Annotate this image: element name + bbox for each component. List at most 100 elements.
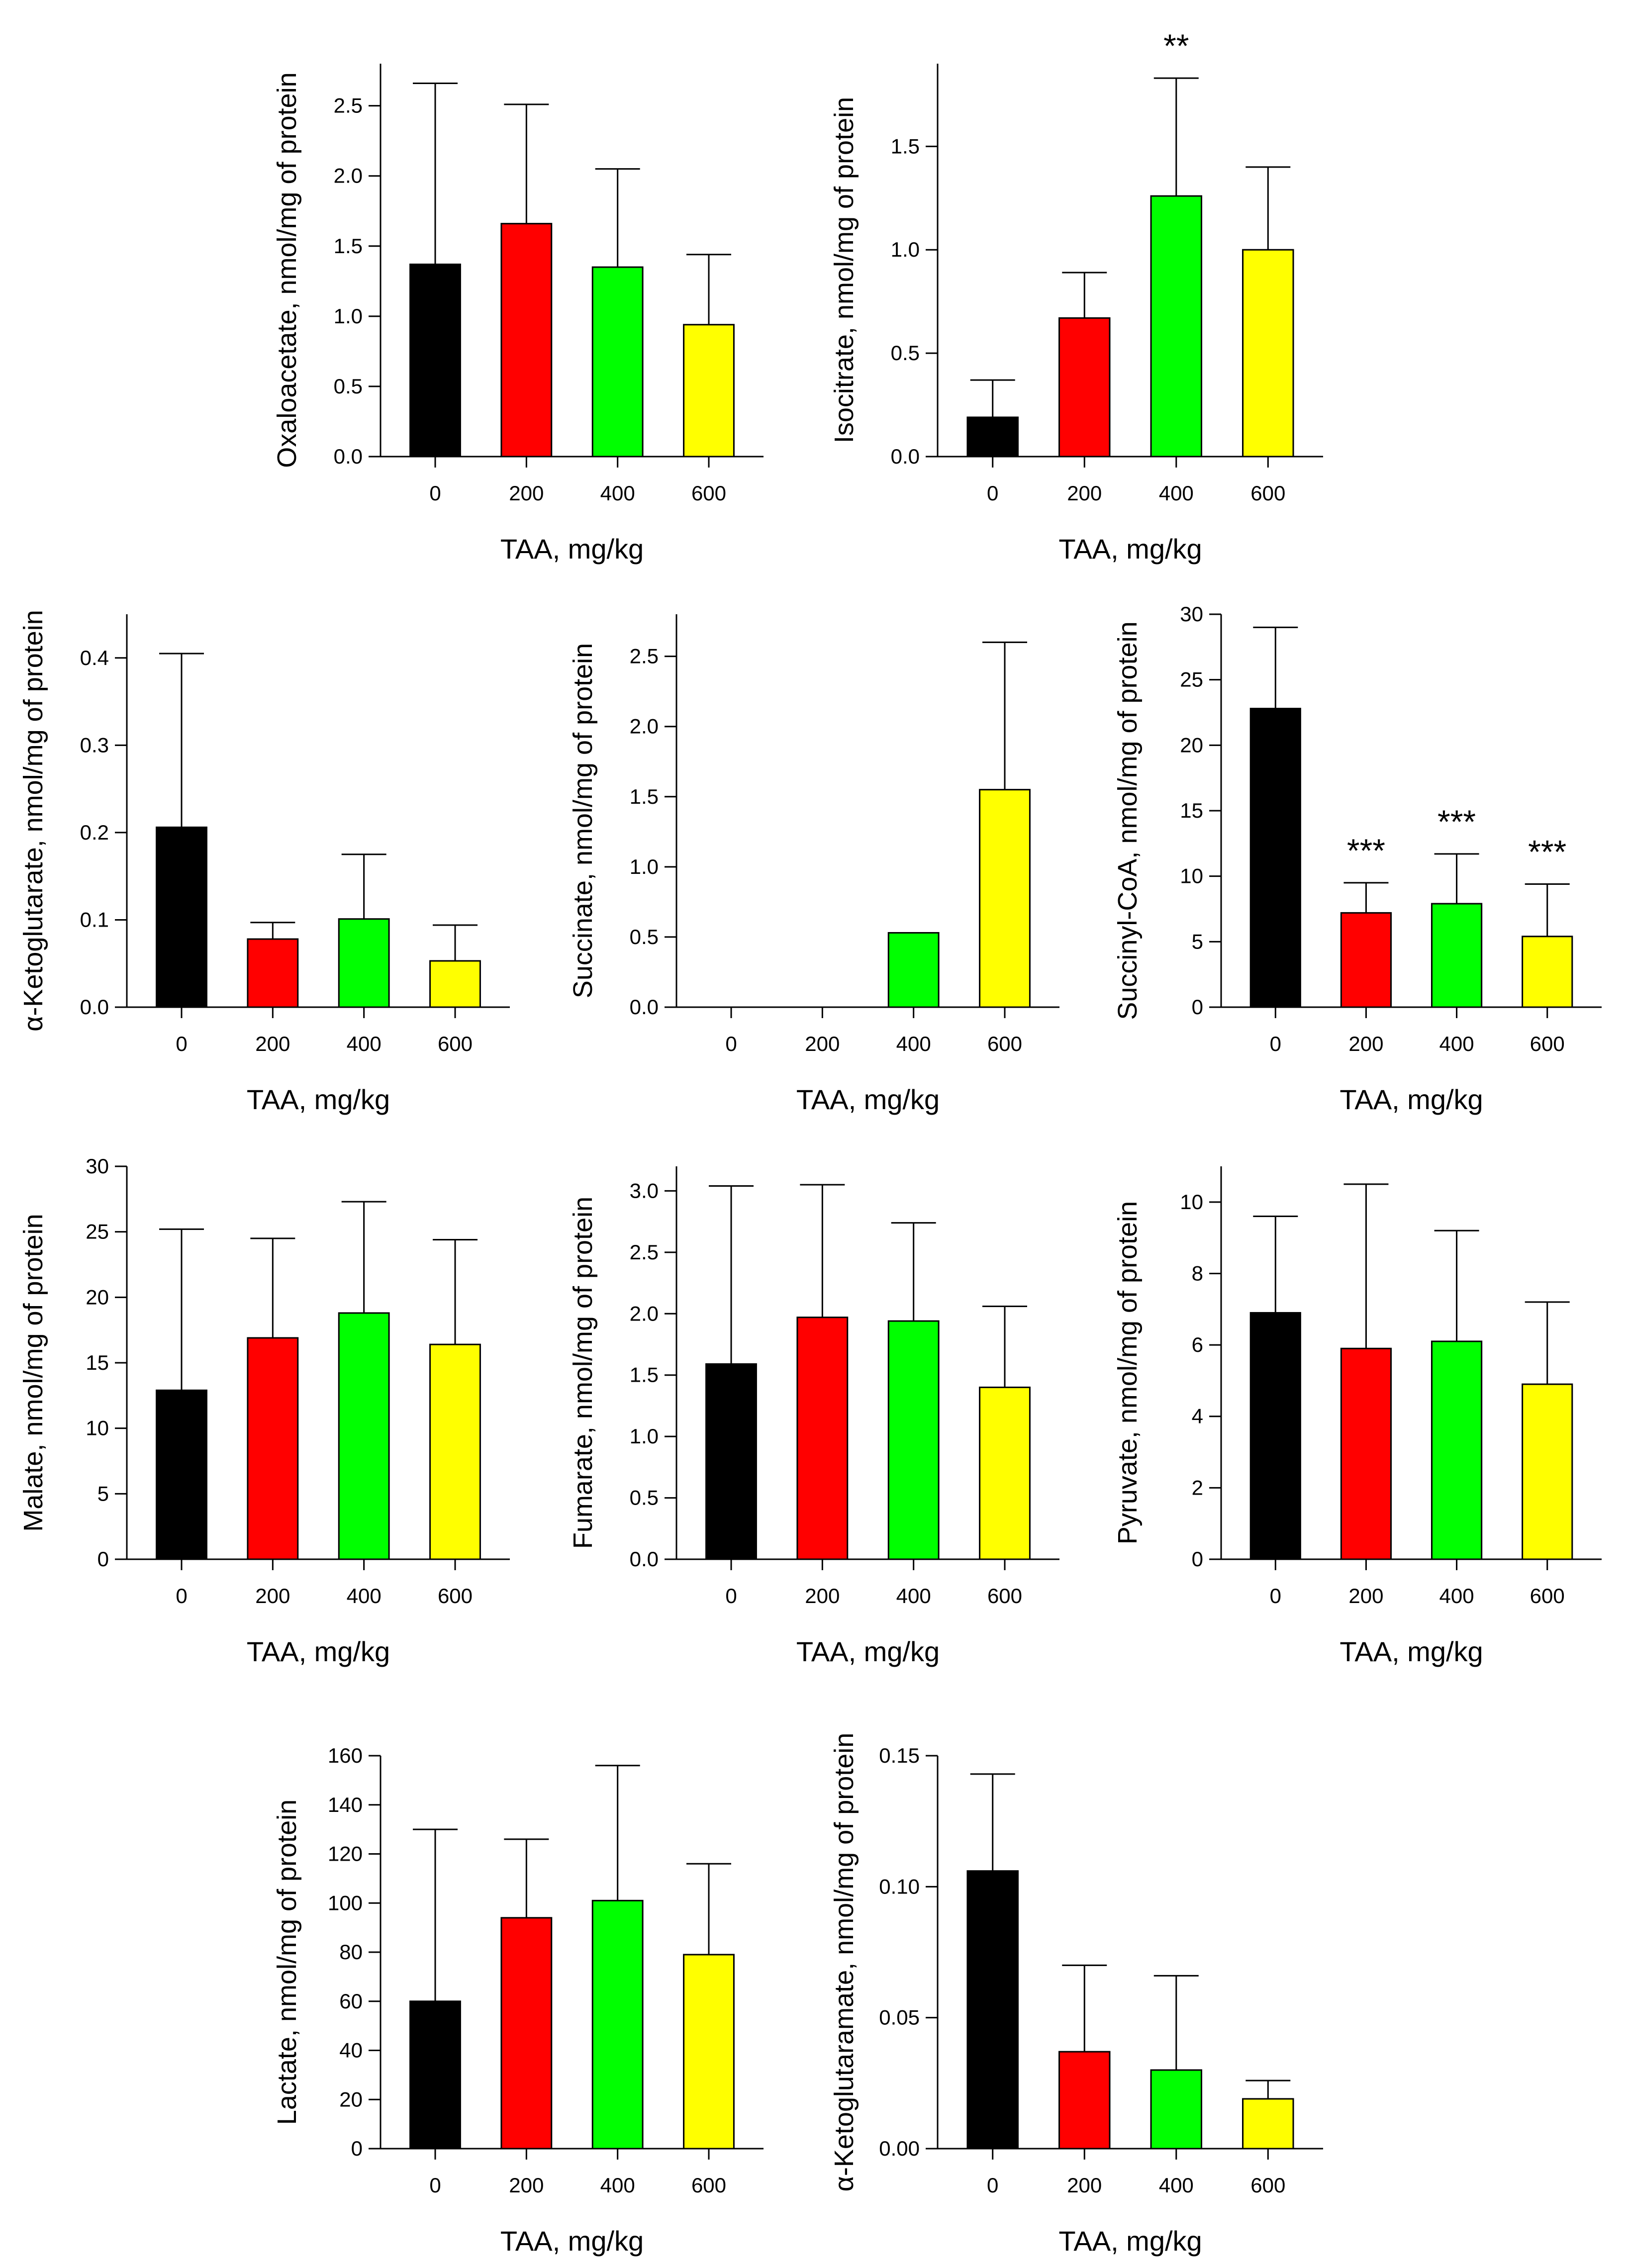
y-tick-label: 0.2 [80, 821, 109, 844]
y-axis-title: α-Ketoglutaramate, nmol/mg of protein [829, 1733, 859, 2192]
y-tick-label: 0.10 [879, 1875, 920, 1898]
y-tick-label: 0.05 [879, 2006, 920, 2029]
y-tick-label: 0.0 [891, 445, 920, 468]
y-axis-title: Lactate, nmol/mg of protein [272, 1799, 302, 2125]
y-tick-label: 0.1 [80, 908, 109, 931]
y-axis-title: Isocitrate, nmol/mg of protein [829, 97, 859, 443]
bar-200 [500, 223, 553, 458]
y-tick-label: 100 [328, 1891, 363, 1914]
y-tick-label: 2.0 [334, 164, 363, 188]
x-axis-title: TAA, mg/kg [247, 1084, 390, 1115]
y-tick-label: 30 [86, 1154, 109, 1178]
x-tick-label: 400 [1159, 481, 1194, 505]
x-tick-label: 400 [347, 1584, 382, 1607]
y-tick-label: 80 [339, 1940, 363, 1964]
y-tick-label: 10 [86, 1417, 109, 1440]
x-axis-title: TAA, mg/kg [796, 1084, 940, 1115]
y-tick-label: 0.5 [334, 375, 363, 398]
bar-200 [796, 1317, 849, 1560]
x-tick-label: 600 [691, 481, 726, 505]
y-tick-label: 0.4 [80, 646, 109, 669]
bar-400 [591, 266, 644, 458]
x-tick-label: 0 [429, 2174, 441, 2197]
x-tick-label: 400 [347, 1032, 382, 1055]
bar-0 [156, 1389, 207, 1560]
y-tick-label: 0.0 [334, 445, 363, 468]
significance-marker: ** [1163, 27, 1189, 64]
bar-400 [887, 1320, 940, 1560]
bar-0 [705, 1363, 757, 1560]
x-axis-title: TAA, mg/kg [1058, 2225, 1202, 2257]
x-tick-label: 0 [1270, 1032, 1281, 1055]
chart-fumarate: 0.0 0.5 1.0 1.5 2.0 2.5 3.0 0 200 400 600 TAA, mg/k… [568, 1166, 1059, 1667]
y-tick-label: 1.5 [334, 234, 363, 258]
x-tick-label: 400 [1159, 2174, 1194, 2197]
y-tick-label: 8 [1192, 1261, 1203, 1285]
y-tick-label: 1.0 [630, 1424, 659, 1448]
chart-lactate: 0 20 40 60 80 100 120 140 160 0 200 400 600 TAA, mg/k… [272, 1744, 764, 2257]
y-tick-label: 0 [1192, 1547, 1203, 1571]
x-tick-label: 400 [600, 2174, 635, 2197]
x-axis-title: TAA, mg/kg [500, 533, 644, 565]
bar-600 [979, 1386, 1031, 1560]
x-axis-title: TAA, mg/kg [1340, 1084, 1483, 1115]
chart-alpha-ketoglutaramate: 0.00 0.05 0.10 0.15 0 200 400 600 TAA, mg/kg α-Ke… [829, 1733, 1323, 2257]
bar-200 [1058, 317, 1111, 458]
x-tick-label: 400 [896, 1584, 931, 1607]
bar-600 [683, 1954, 735, 2150]
y-tick-label: 15 [86, 1351, 109, 1374]
y-tick-label: 0.5 [630, 925, 659, 948]
y-tick-label: 4 [1192, 1405, 1203, 1428]
bar-200 [247, 1337, 299, 1560]
y-tick-label: 60 [339, 1989, 363, 2013]
x-tick-label: 0 [725, 1584, 737, 1607]
y-tick-label: 1.5 [630, 785, 659, 808]
x-tick-label: 200 [1067, 481, 1102, 505]
bar-200 [1058, 2051, 1111, 2150]
y-tick-label: 0.5 [891, 341, 920, 365]
x-tick-label: 600 [438, 1584, 473, 1607]
y-tick-label: 5 [1192, 930, 1203, 953]
bar-600 [1522, 936, 1573, 1008]
y-tick-label: 0.5 [630, 1486, 659, 1510]
y-tick-label: 10 [1180, 864, 1203, 888]
x-tick-label: 400 [1439, 1032, 1474, 1055]
bar-0 [966, 416, 1019, 458]
x-axis-title: TAA, mg/kg [1058, 533, 1202, 565]
x-tick-label: 600 [691, 2174, 726, 2197]
x-tick-label: 600 [987, 1584, 1022, 1607]
y-tick-label: 2.5 [630, 645, 659, 668]
bar-200 [500, 1917, 553, 2150]
chart-malate: 0 5 10 15 20 25 30 0 200 400 600 TAA, mg/kg Malate, … [18, 1154, 510, 1667]
bar-400 [887, 932, 940, 1008]
x-tick-label: 600 [1530, 1032, 1565, 1055]
y-tick-label: 30 [1180, 602, 1203, 626]
y-tick-label: 6 [1192, 1333, 1203, 1356]
bar-600 [1242, 249, 1294, 458]
significance-marker: *** [1528, 833, 1566, 870]
x-axis-title: TAA, mg/kg [1340, 1636, 1483, 1667]
x-tick-label: 0 [176, 1032, 187, 1055]
y-axis-title: Oxaloacetate, nmol/mg of protein [272, 72, 302, 468]
y-axis-title: Fumarate, nmol/mg of protein [568, 1197, 598, 1549]
y-axis-title: Succinyl-CoA, nmol/mg of protein [1113, 621, 1143, 1020]
x-axis-title: TAA, mg/kg [796, 1636, 940, 1667]
y-tick-label: 25 [1180, 668, 1203, 691]
y-tick-label: 0.3 [80, 733, 109, 756]
bar-400 [591, 1899, 644, 2150]
bar-600 [979, 789, 1031, 1008]
y-tick-label: 1.0 [334, 304, 363, 328]
y-tick-label: 0.00 [879, 2137, 920, 2160]
y-tick-label: 1.0 [630, 855, 659, 878]
y-tick-label: 2.0 [630, 715, 659, 738]
x-tick-label: 0 [987, 2174, 998, 2197]
bar-0 [966, 1870, 1019, 2150]
y-tick-label: 2.5 [334, 94, 363, 117]
bar-400 [1150, 195, 1203, 458]
x-tick-label: 600 [1530, 1584, 1565, 1607]
x-tick-label: 0 [176, 1584, 187, 1607]
bar-600 [683, 324, 735, 458]
chart-alpha-ketoglutarate: 0.0 0.1 0.2 0.3 0.4 0 200 400 600 TAA, mg/kg α-Ket… [18, 610, 510, 1115]
x-tick-label: 200 [509, 2174, 544, 2197]
y-tick-label: 1.0 [891, 238, 920, 261]
